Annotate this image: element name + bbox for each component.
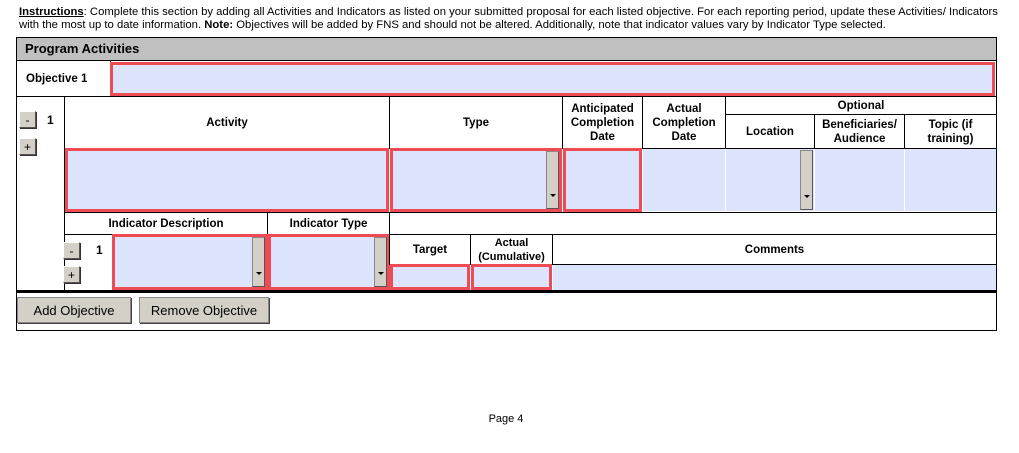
instructions-text: : Complete this section by adding all Ac… (19, 6, 998, 31)
header-location: Location (725, 114, 815, 149)
header-actual-date: Actual Completion Date (642, 96, 726, 149)
note-label: Note: (204, 19, 234, 31)
add-indicator-button[interactable]: + (63, 266, 80, 283)
section-title: Program Activities (16, 37, 997, 61)
header-beneficiaries: Beneficiaries/ Audience (814, 114, 905, 149)
header-type: Type (389, 96, 563, 149)
header-optional: Optional (725, 96, 997, 115)
comments-input[interactable] (553, 265, 996, 290)
location-select[interactable] (726, 149, 814, 211)
remove-indicator-button[interactable]: - (63, 242, 80, 259)
indicator-header-blank (389, 212, 997, 235)
target-input[interactable] (390, 264, 470, 290)
divider (16, 290, 997, 293)
remove-objective-button[interactable]: Remove Objective (139, 297, 269, 323)
chevron-down-icon[interactable] (800, 150, 813, 210)
indicator-description-select[interactable] (112, 234, 268, 290)
activity-controls (16, 96, 65, 291)
note-text: Objectives will be added by FNS and shou… (233, 19, 886, 31)
topic-input[interactable] (905, 149, 996, 211)
indicator-type-select[interactable] (268, 234, 390, 290)
activity-input[interactable] (65, 148, 389, 212)
chevron-down-icon[interactable] (252, 237, 265, 287)
header-indicator-description: Indicator Description (64, 212, 268, 235)
header-actual-cumulative: Actual (Cumulative) (470, 234, 553, 265)
header-indicator-type: Indicator Type (267, 212, 390, 235)
page-number: Page 4 (488, 413, 524, 425)
header-target: Target (389, 234, 471, 265)
instructions: Instructions: Complete this section by a… (19, 6, 999, 32)
type-select[interactable] (390, 148, 562, 212)
actual-date-input[interactable] (643, 149, 725, 211)
remove-activity-button[interactable]: - (19, 111, 36, 128)
chevron-down-icon[interactable] (546, 151, 559, 209)
add-objective-button[interactable]: Add Objective (17, 297, 131, 323)
objective-label: Objective 1 (16, 60, 111, 97)
instructions-label: Instructions (19, 6, 84, 18)
header-anticipated-date: Anticipated Completion Date (562, 96, 643, 149)
actual-cumulative-input[interactable] (471, 264, 552, 290)
activity-number: 1 (47, 113, 54, 127)
indicator-number: 1 (96, 243, 103, 257)
add-activity-button[interactable]: + (19, 138, 36, 155)
anticipated-date-input[interactable] (563, 148, 642, 212)
chevron-down-icon[interactable] (374, 237, 387, 287)
header-activity: Activity (64, 96, 390, 149)
header-comments: Comments (552, 234, 997, 265)
beneficiaries-input[interactable] (815, 149, 904, 211)
objective-input[interactable] (110, 62, 995, 96)
header-topic: Topic (if training) (904, 114, 997, 149)
